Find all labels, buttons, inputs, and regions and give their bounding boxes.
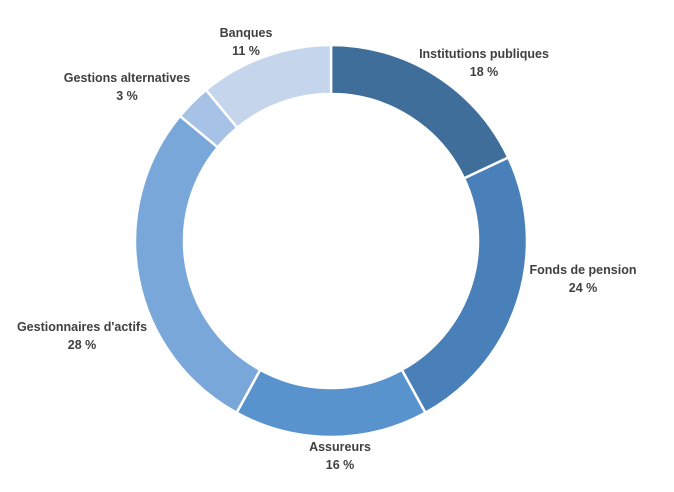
slice-value: 11 % bbox=[232, 44, 260, 58]
slice-label: Banques bbox=[219, 26, 273, 40]
label-fonds-de-pension: Fonds de pension 24 % bbox=[530, 261, 637, 297]
slice-label: Fonds de pension bbox=[529, 263, 637, 277]
label-institutions-publiques: Institutions publiques 18 % bbox=[419, 45, 549, 81]
slice-value: 28 % bbox=[67, 338, 97, 352]
label-gestionnaires-actifs: Gestionnaires d'actifs 28 % bbox=[17, 318, 147, 354]
slice-label: Gestionnaires d'actifs bbox=[16, 320, 148, 334]
slice-label: Institutions publiques bbox=[419, 47, 549, 61]
slice-assureurs bbox=[234, 368, 428, 439]
slice-gestionnaires-d-actifs bbox=[133, 114, 262, 415]
label-banques: Banques 11 % bbox=[220, 24, 273, 60]
label-gestions-alternatives: Gestions alternatives 3 % bbox=[64, 69, 190, 105]
slice-value: 18 % bbox=[469, 65, 499, 79]
slice-label: Gestions alternatives bbox=[63, 71, 191, 85]
label-assureurs: Assureurs 16 % bbox=[309, 438, 371, 474]
slice-value: 16 % bbox=[325, 458, 355, 472]
slice-label: Assureurs bbox=[309, 440, 371, 454]
slice-fonds-de-pension bbox=[400, 155, 529, 415]
slice-value: 24 % bbox=[568, 281, 598, 295]
slice-value: 3 % bbox=[116, 89, 138, 103]
slice-banques bbox=[204, 43, 333, 130]
